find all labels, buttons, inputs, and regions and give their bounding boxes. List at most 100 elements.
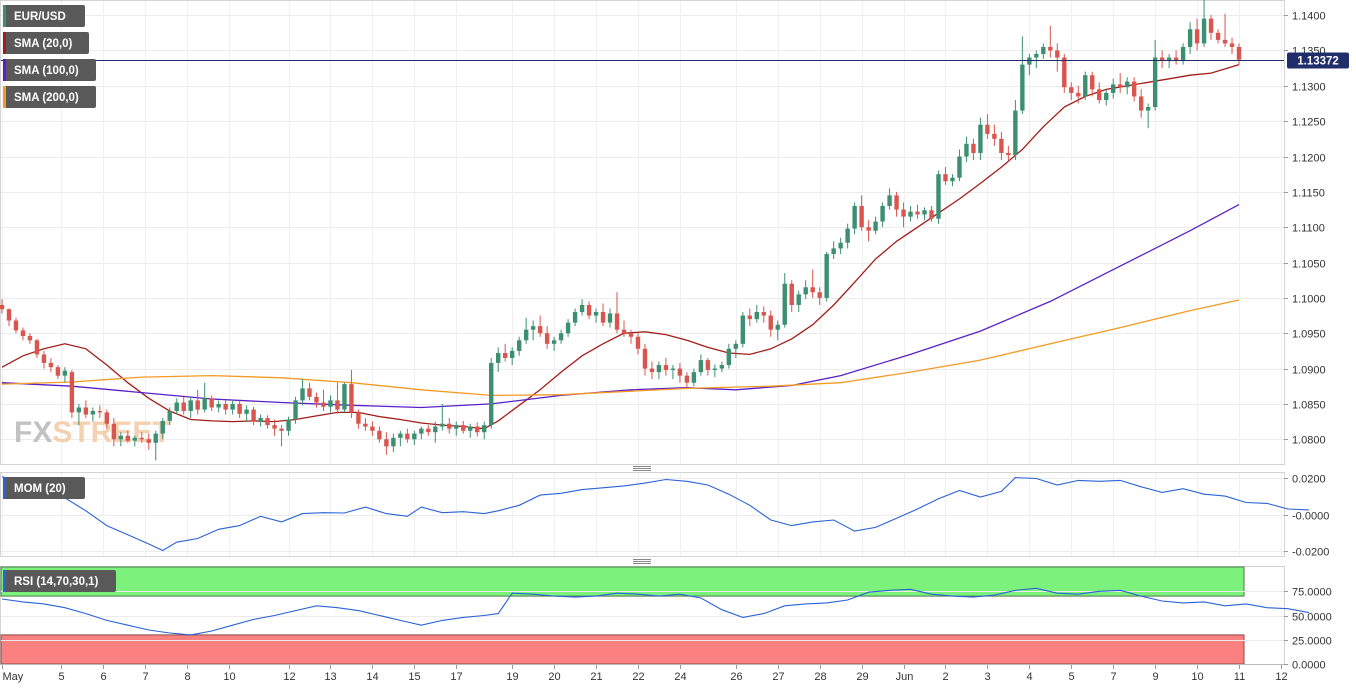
candle-body	[230, 403, 235, 410]
candle	[670, 365, 676, 380]
legend-mom[interactable]: MOM (20)	[3, 477, 85, 499]
candle	[705, 357, 711, 376]
x-tick-label: 9	[1152, 671, 1158, 683]
candle-body	[188, 400, 193, 411]
candle	[419, 426, 424, 440]
candle	[244, 405, 249, 422]
candle	[209, 395, 214, 411]
candle-body	[1208, 18, 1214, 33]
candle	[691, 368, 697, 387]
candle-body	[328, 400, 333, 407]
candle-body	[132, 437, 137, 441]
candle	[943, 167, 948, 185]
candle	[139, 432, 144, 443]
sma100-line	[1, 204, 1240, 409]
candle-body	[551, 340, 557, 344]
candle-body	[677, 368, 683, 376]
pane-resize-handle-2[interactable]	[633, 559, 651, 564]
candle	[496, 347, 501, 373]
mom-y-tick-label: 0.0200	[1292, 474, 1326, 486]
candle	[1048, 25, 1053, 58]
legend-symbol[interactable]: EUR/USD	[3, 5, 85, 27]
candle	[132, 435, 137, 447]
candle	[27, 333, 33, 344]
candle-body	[167, 410, 172, 421]
candle	[1194, 18, 1200, 51]
candle	[873, 216, 878, 235]
candle-body	[286, 419, 291, 431]
candle-body	[775, 324, 780, 330]
candle-body	[195, 400, 200, 410]
candle	[803, 280, 808, 300]
candle	[740, 312, 746, 348]
price-y-tick-label: 1.1100	[1292, 223, 1325, 235]
candle	[565, 319, 571, 337]
candle-body	[391, 437, 396, 447]
candle	[1006, 145, 1011, 161]
candle-body	[412, 433, 417, 440]
candle-body	[964, 143, 969, 157]
candle	[468, 423, 473, 438]
candle	[852, 202, 857, 235]
candle	[880, 202, 885, 228]
candle	[1027, 54, 1032, 76]
legend-sma100[interactable]: SMA (100,0)	[3, 59, 96, 81]
candle-body	[279, 428, 284, 431]
candle	[1097, 82, 1102, 104]
candle	[586, 301, 592, 320]
candle	[971, 138, 976, 161]
candle-body	[1229, 43, 1235, 47]
candle	[1236, 43, 1242, 65]
candle	[698, 354, 704, 376]
candle	[328, 395, 333, 413]
candle-body	[97, 410, 103, 413]
candle-body	[887, 195, 892, 206]
candle-body	[272, 425, 277, 429]
candle	[663, 357, 669, 376]
candle-body	[216, 403, 221, 408]
candle-body	[1090, 75, 1095, 90]
legend-sma20[interactable]: SMA (20,0)	[3, 32, 89, 54]
rsi-y-tick-label: 25.0000	[1292, 636, 1332, 648]
candle	[34, 338, 40, 358]
candle	[202, 382, 207, 413]
candle-body	[628, 333, 634, 337]
x-tick-label: 5	[58, 671, 64, 683]
candle	[1013, 99, 1018, 161]
candle	[293, 396, 298, 424]
candle-body	[62, 370, 68, 376]
candle-body	[377, 430, 382, 440]
candle	[936, 170, 941, 224]
price-y-tick-label: 1.1150	[1292, 188, 1325, 200]
x-tick-label: 21	[590, 671, 602, 683]
pane-resize-handle-1[interactable]	[633, 466, 651, 471]
candle	[482, 421, 487, 440]
rsi-oversold-band	[0, 634, 1245, 665]
candle	[1083, 71, 1088, 100]
candle-body	[852, 205, 857, 229]
candle-body	[614, 313, 620, 330]
candle	[384, 432, 389, 455]
candle-body	[1048, 46, 1053, 51]
candle	[1111, 78, 1116, 99]
legend-rsi[interactable]: RSI (14,70,30,1)	[3, 570, 116, 592]
candle-body	[1020, 64, 1025, 111]
candle	[999, 131, 1004, 161]
candle-body	[34, 340, 40, 355]
legend-sma200-bg	[3, 86, 96, 108]
candle-body	[27, 336, 33, 341]
candle	[461, 420, 466, 434]
candle	[104, 409, 110, 429]
mom-y-tick-label: -0.0000	[1292, 511, 1329, 523]
candle-body	[572, 312, 578, 323]
candle-body	[146, 439, 151, 443]
candle	[398, 430, 403, 447]
candle-body	[433, 426, 438, 433]
candle	[1145, 103, 1151, 129]
candle-body	[1138, 96, 1144, 111]
candle-body	[922, 210, 927, 215]
legend-sma200[interactable]: SMA (200,0)	[3, 86, 96, 108]
candle-body	[1069, 87, 1074, 93]
candle-body	[209, 398, 214, 408]
candle-body	[125, 435, 130, 441]
